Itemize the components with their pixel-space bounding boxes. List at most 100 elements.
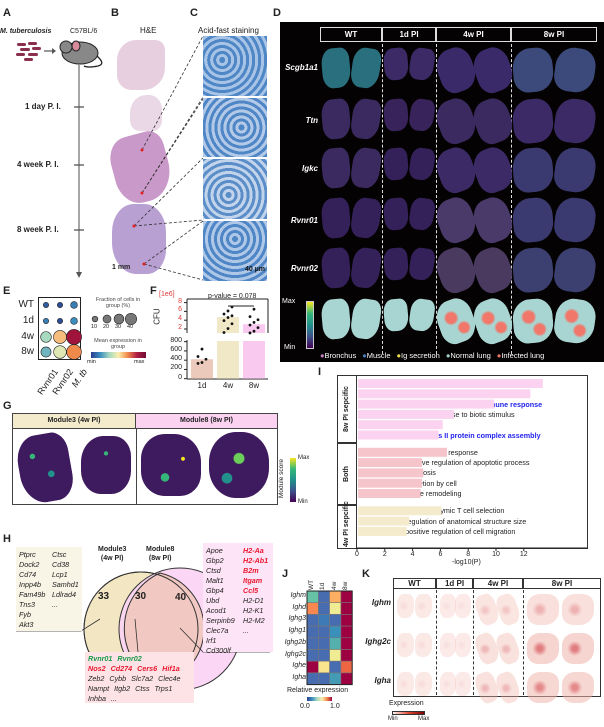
h-gene-module8: Ccl5 <box>243 586 259 595</box>
divider <box>382 44 383 354</box>
h-gene-both: Trps1 <box>154 684 173 693</box>
j-row-label: Ighg2c <box>284 650 306 658</box>
he-section-1d <box>130 95 162 131</box>
i-term-label: GO:0006954: inflammatory response <box>360 447 478 457</box>
k-row-ighm: Ighm <box>371 598 391 607</box>
h-gene-module3: Ldlrad4 <box>52 590 76 599</box>
expression-lung-section <box>382 197 410 231</box>
j-colorbar-max: 1.0 <box>330 703 340 710</box>
i-term-label: GO:0050865: regulation of cell activatio… <box>360 389 490 399</box>
h-genes-module8-box: Apoe H2-Aa Gbp2 H2-Ab1 Ctsd B2m Malt1 Itgam Gbp4… <box>203 543 273 655</box>
venn-label-module3: Module3 (4w PI) <box>98 546 127 562</box>
h-gene-module8: Gbp4 <box>206 586 224 595</box>
g-header-module8: Module8 (8w PI) <box>136 414 277 429</box>
panel-label-f: F <box>150 285 157 297</box>
expression-lung-section <box>407 246 437 282</box>
j-col-label: 1d <box>319 582 327 590</box>
k-colorbar-min: Min <box>388 716 398 722</box>
f-scale-label: [1e6] <box>159 291 175 298</box>
i-group-4w: 4w PI sepcific <box>337 501 357 549</box>
h-gene-module3: Ptprc <box>19 550 36 559</box>
k-lung-section <box>415 633 432 657</box>
j-cell-Ighg3-8w <box>340 614 353 627</box>
k-lung-section <box>455 633 471 657</box>
h-gene-module8: Irf1 <box>206 636 217 645</box>
i-term-label: GO:0002399: MHC class II protein complex… <box>360 430 541 440</box>
e-color-min: min <box>87 359 96 365</box>
d-row-rvnr01: Rvnr01 <box>290 216 318 225</box>
he-scale-bar: 1 mm <box>112 264 131 271</box>
d-col-1d: 1d PI <box>382 27 436 42</box>
f-xtick-label: 4w <box>222 381 234 390</box>
he-section-wt <box>117 40 165 90</box>
timeline-diagram <box>16 40 103 278</box>
e-color-legend-title: Mean expression in group <box>94 338 142 350</box>
h-gene-module8: Ctsd <box>206 566 221 575</box>
d-row-scgb1a1: Scgb1a1 <box>285 63 318 72</box>
expression-lung-section <box>511 97 555 145</box>
j-row-label: Ighg3 <box>288 615 306 623</box>
k-lung-section <box>527 672 559 703</box>
panel-label-e: E <box>3 285 11 297</box>
zoom-callout-lines <box>132 35 204 281</box>
h-gene-module8: H2-K1 <box>243 606 264 615</box>
size-legend-label: 20 <box>103 324 110 330</box>
acid-fast-image-4 <box>203 221 267 281</box>
venn-count-both: 30 <box>135 591 147 602</box>
k-lung-section <box>455 672 471 696</box>
g-colorbar-max: Max <box>298 455 310 461</box>
panel-label-k: K <box>362 568 370 580</box>
j-row-label: Igha <box>292 673 306 681</box>
i-xtick-label: 12 <box>519 551 528 558</box>
acid-fast-image-3 <box>203 159 267 219</box>
i-xtick-label: 4 <box>410 551 415 558</box>
expression-lung-section <box>320 46 352 90</box>
mouse-icon <box>59 40 103 68</box>
i-term-label: GO:0048771: tissue remodeling <box>360 489 462 498</box>
expression-lung-section <box>552 245 598 295</box>
expression-lung-section <box>552 96 598 146</box>
h-gene-module8: H2-D1 <box>243 596 264 605</box>
j-cell-Igha-8w <box>340 672 353 685</box>
e-row-label: WT <box>18 299 34 310</box>
k-col-1d: 1d PI <box>436 578 473 589</box>
f-upper-tick-label: 4 <box>178 315 182 323</box>
h-genes-both-box: Rvnr01 Rvnr02 Nos2 Cd274 Cers6 Hif1a Zeb2 Cybb S… <box>85 652 194 703</box>
e-row-label: 8w <box>21 346 34 357</box>
h-gene-module8: Itgam <box>243 576 263 585</box>
e-size-legend-title: Fraction of cells in group (%) <box>95 297 141 309</box>
venn-label-module8: Module8 (8w PI) <box>146 546 175 562</box>
h-genes-module3-box: Ptprc Ctsc Dock2 Cd38 Cd74 Lcp1 Inpp4b Samhd1 Fa… <box>16 547 82 631</box>
k-col-wt: WT <box>393 578 436 589</box>
legend-infected-lung: ●Infected lung <box>496 351 545 360</box>
h-gene-both: Cybb <box>109 674 127 683</box>
h-gene-both: Clec4e <box>158 674 181 683</box>
expression-lung-section <box>407 146 437 182</box>
k-lung-section <box>527 633 559 664</box>
d-colorbar <box>306 301 314 349</box>
g-colorbar <box>290 458 296 502</box>
h-gene-both: Rvnr02 <box>117 654 142 663</box>
j-cell-Ighd-8w <box>340 602 353 615</box>
divider <box>511 44 512 354</box>
size-legend-label: 10 <box>91 324 98 330</box>
h-gene-module3: Ctsc <box>52 550 67 559</box>
i-term-label: GO:0071216: cellular response to biotic … <box>360 409 515 419</box>
expression-lung-section <box>552 195 598 245</box>
divider <box>136 429 137 505</box>
d-col-4w: 4w PI <box>436 27 511 42</box>
i-term-label: GO:0090066: regulation of anatomical str… <box>360 516 527 526</box>
expression-lung-section <box>320 146 352 190</box>
acid-fast-image-2 <box>203 98 267 157</box>
k-lung-section <box>562 594 594 625</box>
j-cell-Ighg1-8w <box>340 625 353 639</box>
j-cell-Ighe-4w <box>329 660 342 674</box>
venn-count-module8-only: 40 <box>175 592 187 603</box>
h-gene-module8 <box>243 646 276 656</box>
acid-fast-scale-bar: 40 µm <box>245 266 265 273</box>
h-gene-both: Slc7a2 <box>131 674 154 683</box>
h-gene-module3: Lcp1 <box>52 570 68 579</box>
h-gene-both: Cd274 <box>110 664 133 673</box>
cluster-lung-section <box>511 297 555 345</box>
f-xtick-label: 8w <box>248 381 260 390</box>
